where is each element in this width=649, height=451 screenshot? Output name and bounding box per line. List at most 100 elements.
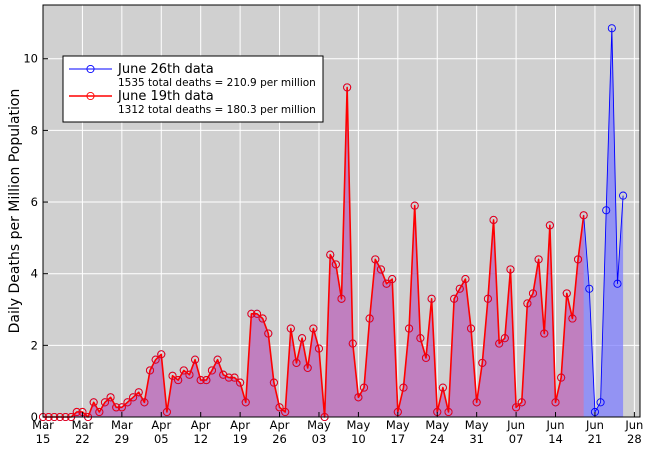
data-point-june-19 <box>517 398 526 407</box>
data-point-june-19 <box>252 309 262 318</box>
data-point-june-19 <box>376 265 385 274</box>
data-point-june-19 <box>168 371 177 380</box>
data-point-june-19 <box>365 314 374 323</box>
data-point-june-19 <box>483 294 492 303</box>
data-point-june-19 <box>117 403 126 412</box>
data-point-june-19 <box>450 294 459 303</box>
data-point-june-19 <box>500 334 509 343</box>
x-tick-label-day: 12 <box>193 432 208 446</box>
data-point-june-19 <box>162 407 171 417</box>
data-point-june-19 <box>489 215 498 225</box>
x-tick-label-day: 05 <box>154 432 169 446</box>
data-point-june-19 <box>416 334 425 343</box>
data-point-june-19 <box>331 260 340 269</box>
series-lines <box>43 27 624 418</box>
series-line-june-19 <box>43 86 585 418</box>
plot-frame <box>42 4 641 418</box>
x-tick-label-month: Jun <box>624 418 643 432</box>
legend: June 26th data 1535 total deaths = 210.9… <box>62 55 324 123</box>
x-tick-label-day: 17 <box>391 432 406 446</box>
data-point-june-19 <box>286 324 295 333</box>
x-tick-label-month: May <box>386 418 410 432</box>
data-point-june-19 <box>269 378 278 387</box>
data-point-june-19 <box>275 403 284 412</box>
data-point-june-19 <box>562 289 571 298</box>
x-tick-label-day: 26 <box>272 432 287 446</box>
x-tick-label-day: 07 <box>509 432 524 446</box>
legend-entry-june-26: June 26th data 1535 total deaths = 210.9… <box>69 62 316 89</box>
x-tick-label-day: 21 <box>588 432 603 446</box>
data-point-june-26 <box>613 279 622 288</box>
data-point-june-19 <box>579 211 588 220</box>
data-point-june-19 <box>292 358 301 367</box>
x-tick-label-month: Apr <box>230 418 250 432</box>
x-tick-label-month: May <box>307 418 331 432</box>
data-point-june-19 <box>573 255 583 264</box>
x-tick-label-day: 22 <box>75 432 90 446</box>
legend-box <box>62 55 324 123</box>
x-tick-label-day: 14 <box>548 432 563 446</box>
x-tick-label-month: May <box>425 418 449 432</box>
x-tick-label-month: Mar <box>111 418 133 432</box>
x-tick-label-month: Mar <box>72 418 94 432</box>
data-point-june-19 <box>224 373 233 382</box>
data-point-june-19 <box>174 376 183 385</box>
data-point-june-26 <box>602 206 611 215</box>
x-tick-label-month: May <box>465 418 489 432</box>
data-point-june-19 <box>444 407 453 417</box>
y-tick-label: 6 <box>31 195 38 209</box>
data-point-june-19 <box>568 314 577 323</box>
data-point-june-19 <box>354 393 363 402</box>
data-point-june-19 <box>523 299 532 308</box>
legend-entry-june-19: June 19th data 1312 total deaths = 180.3… <box>69 89 316 116</box>
data-point-june-19 <box>410 201 419 210</box>
x-tick-label-day: 10 <box>351 432 366 446</box>
x-tick-label-month: Mar <box>32 418 54 432</box>
area-fill-june-19 <box>43 87 584 418</box>
data-point-june-19 <box>145 366 155 375</box>
data-point-june-19 <box>399 383 408 392</box>
data-point-june-19 <box>230 373 239 382</box>
data-point-june-19 <box>236 378 245 387</box>
data-point-june-19 <box>478 358 487 367</box>
x-axis-ticks: Mar15Mar22Mar29Apr05Apr12Apr19Apr26May03… <box>32 412 643 446</box>
data-point-june-19 <box>326 250 335 259</box>
data-point-june-19 <box>89 398 98 407</box>
data-point-june-19 <box>545 221 554 230</box>
x-tick-label-month: Jun <box>506 418 525 432</box>
data-point-june-19 <box>557 373 566 382</box>
data-point-june-19 <box>551 398 560 407</box>
legend-marker-june-19 <box>86 91 95 101</box>
data-point-june-19 <box>202 376 211 385</box>
x-tick-label-day: 03 <box>312 432 327 446</box>
data-point-june-19 <box>348 339 357 348</box>
legend-title-june-26: June 26th data <box>117 62 214 77</box>
legend-subtitle-june-26: 1535 total deaths = 210.9 per million <box>118 77 316 89</box>
data-point-june-19 <box>472 398 481 407</box>
data-point-june-19 <box>129 393 138 402</box>
data-point-june-19 <box>213 355 222 364</box>
data-point-june-19 <box>382 279 391 288</box>
data-point-june-19 <box>495 339 504 348</box>
data-point-june-19 <box>281 407 290 417</box>
x-tick-label-day: 29 <box>115 432 130 446</box>
data-point-june-19 <box>241 398 250 407</box>
data-point-june-19 <box>461 275 470 284</box>
legend-marker-june-26 <box>86 64 95 74</box>
legend-subtitle-june-19: 1312 total deaths = 180.3 per million <box>118 104 316 116</box>
data-point-june-19 <box>72 407 81 417</box>
legend-title-june-19: June 19th data <box>117 89 214 104</box>
data-point-june-19 <box>359 383 369 392</box>
data-point-june-19 <box>112 403 121 412</box>
data-point-june-19 <box>466 324 476 333</box>
x-tick-label-month: Apr <box>151 418 171 432</box>
data-point-june-19 <box>405 324 414 333</box>
series-markers <box>38 24 628 422</box>
data-point-june-19 <box>528 289 538 298</box>
data-point-june-19 <box>371 255 380 264</box>
data-point-june-19 <box>185 370 194 379</box>
x-tick-label-month: Jun <box>546 418 565 432</box>
data-point-june-19 <box>298 334 307 343</box>
data-point-june-19 <box>258 314 267 323</box>
